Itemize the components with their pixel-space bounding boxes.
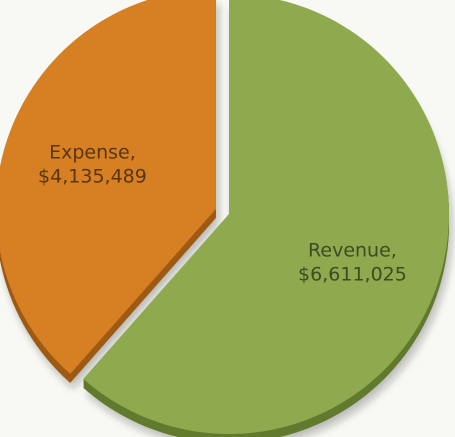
pie-slice-expense (0, 0, 216, 374)
pie-slice-label-expense: Expense, $4,135,489 (38, 141, 147, 187)
pie-slice-name-expense: Expense, (49, 141, 136, 163)
pie-slice-revenue (83, 0, 449, 434)
pie-slice-value-revenue: $6,611,025 (298, 264, 407, 286)
pie-slice-label-revenue: Revenue, $6,611,025 (298, 240, 407, 286)
pie-slice-value-expense: $4,135,489 (38, 165, 147, 187)
pie-slice-name-revenue: Revenue, (308, 240, 397, 262)
